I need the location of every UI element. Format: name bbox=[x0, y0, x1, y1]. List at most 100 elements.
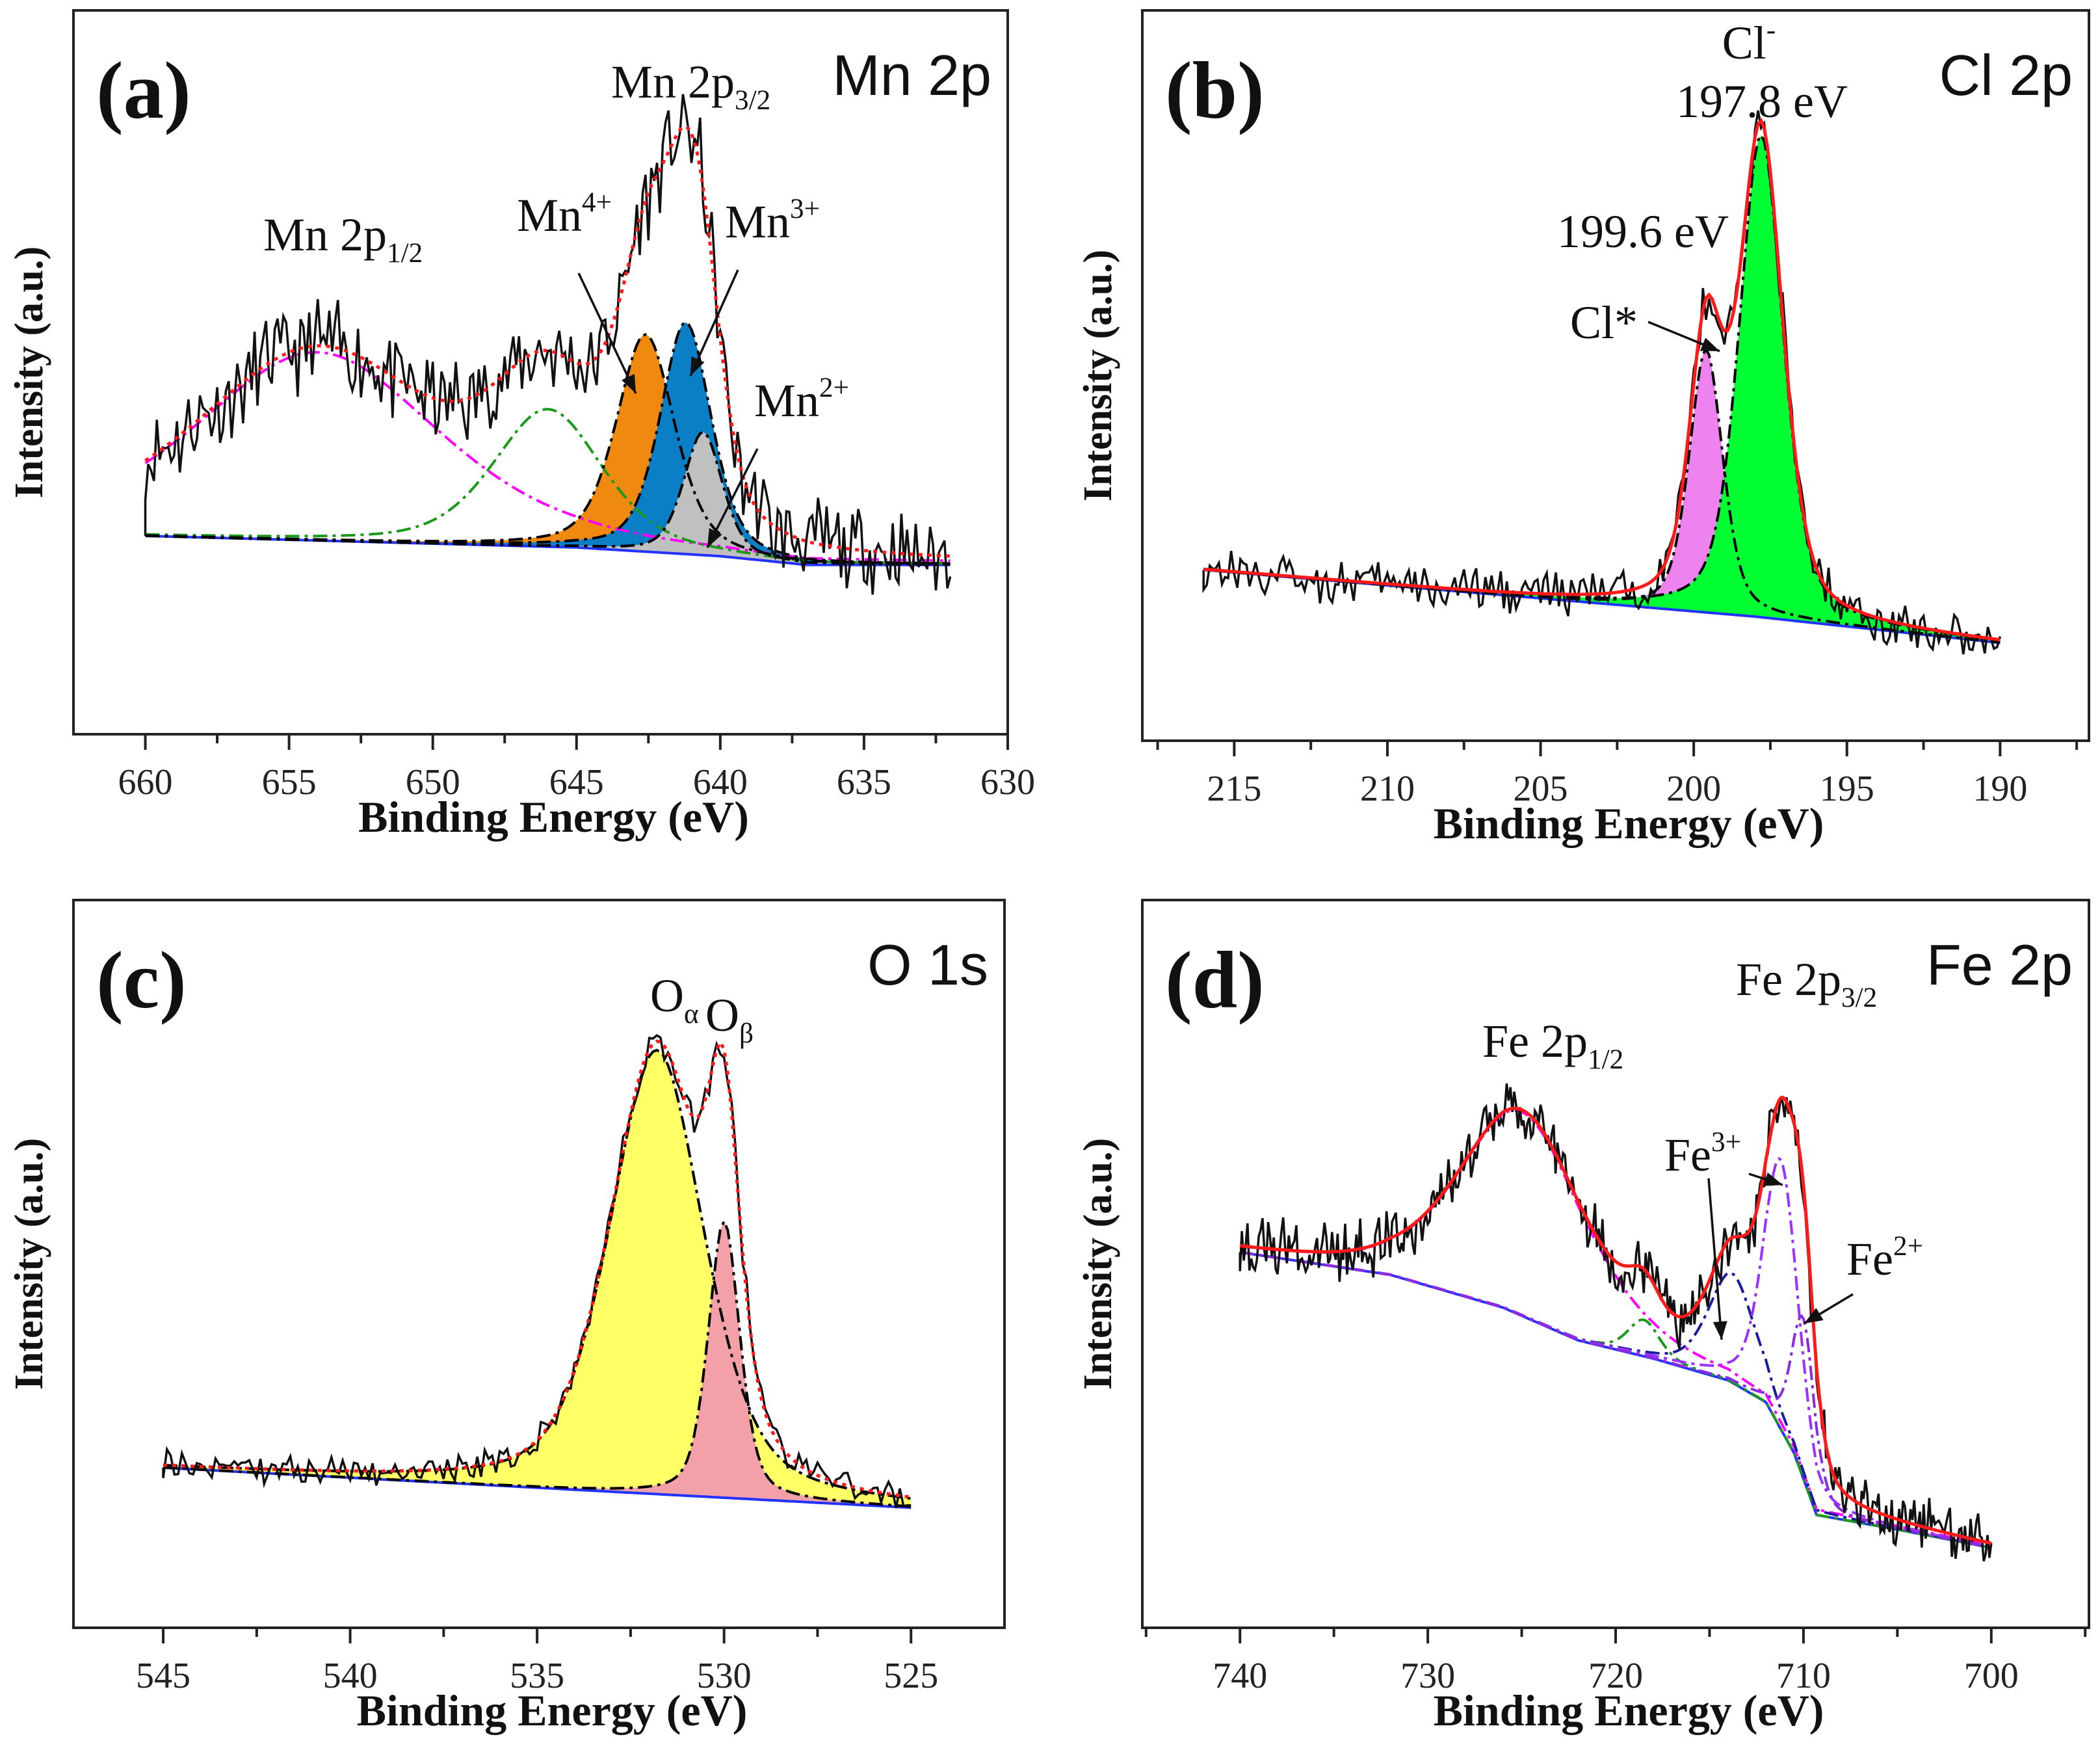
panel-title: Mn 2p bbox=[832, 43, 991, 107]
arrowhead-icon bbox=[1713, 1321, 1727, 1340]
annotation-subscript: 1/2 bbox=[387, 238, 423, 269]
y-axis-label: Intensity (a.u.) bbox=[7, 1138, 51, 1390]
panel-c: 545 540 535 530 525 Binding Energy (eV) Intens… bbox=[7, 899, 1006, 1735]
annotation-superscript: 3+ bbox=[790, 194, 820, 224]
peak-annotation: Fe2+ bbox=[1846, 1231, 1923, 1285]
panel-label: (d) bbox=[1165, 936, 1265, 1026]
annotation-superscript: 4+ bbox=[582, 187, 612, 218]
panel-label: (b) bbox=[1165, 46, 1265, 136]
x-tick-label: 640 bbox=[693, 762, 748, 803]
y-axis-label: Intensity (a.u.) bbox=[1076, 1138, 1120, 1390]
peak-annotation: Mn 2p1/2 bbox=[263, 209, 423, 269]
annotation-text: Fe 2p bbox=[1482, 1015, 1588, 1067]
annotation-arrow-line bbox=[577, 272, 637, 394]
x-tick-label: 730 bbox=[1400, 1656, 1455, 1696]
raw-spectrum bbox=[1202, 110, 2002, 655]
fit-envelope bbox=[1203, 118, 2001, 642]
panel-label: (c) bbox=[96, 936, 187, 1026]
annotation-subscript: 3/2 bbox=[1841, 983, 1877, 1013]
annotation-text: Mn 2p bbox=[263, 209, 387, 261]
x-axis-label: Binding Energy (eV) bbox=[358, 792, 749, 842]
annotation-subscript: α bbox=[684, 999, 699, 1029]
panel-title: Cl 2p bbox=[1939, 43, 2073, 107]
y-axis-label: Intensity (a.u.) bbox=[1076, 250, 1120, 502]
peak-component-Fe2- bbox=[1239, 1251, 1992, 1549]
peak-fill-Cl- bbox=[1203, 135, 2001, 643]
peak-annotation: Cl- bbox=[1722, 15, 1776, 69]
peak-component-Fe3- bbox=[1239, 1156, 1992, 1548]
x-tick-label: 630 bbox=[980, 762, 1035, 803]
raw-spectrum bbox=[162, 1033, 912, 1509]
x-tick-label: 525 bbox=[884, 1656, 938, 1696]
peak-component-O- bbox=[163, 1217, 912, 1508]
x-axis-label: Binding Energy (eV) bbox=[357, 1686, 748, 1735]
plot-frame bbox=[72, 9, 1009, 736]
peak-component-Fe-2p1-2 bbox=[1239, 1109, 1992, 1547]
annotation-subscript: 1/2 bbox=[1588, 1044, 1623, 1075]
peak-component-satellite bbox=[145, 408, 951, 565]
annotation-text: Fe bbox=[1664, 1129, 1711, 1181]
peak-annotation: Mn 2p3/2 bbox=[611, 56, 770, 116]
annotation-text: Mn bbox=[754, 375, 819, 427]
panel-a: 660 655 650 645 640 635 630 Binding Energy (eV)… bbox=[7, 9, 1035, 842]
x-tick-label: 190 bbox=[1973, 769, 2027, 809]
peak-annotation: Cl* bbox=[1570, 297, 1638, 349]
x-tick-label: 200 bbox=[1666, 769, 1721, 809]
plot-frame bbox=[72, 899, 1006, 1629]
peak-component-O- bbox=[163, 1048, 912, 1500]
x-axis-label: Binding Energy (eV) bbox=[1434, 1686, 1824, 1735]
x-tick-label: 205 bbox=[1514, 769, 1568, 809]
annotation-text: Fe bbox=[1846, 1233, 1893, 1285]
annotation-subscript: 3/2 bbox=[735, 85, 770, 116]
peak-component-Mn2- bbox=[145, 431, 951, 566]
peak-annotation: 199.6 eV bbox=[1557, 206, 1729, 258]
peak-annotation: Oβ bbox=[705, 989, 754, 1049]
y-axis-label: Intensity (a.u.) bbox=[7, 246, 51, 499]
annotation-text: Mn bbox=[517, 189, 582, 241]
annotation-arrow-line bbox=[1707, 1178, 1723, 1340]
annotation-text: O bbox=[705, 989, 739, 1041]
panel-label: (a) bbox=[96, 46, 191, 136]
peak-annotation: Fe 2p3/2 bbox=[1736, 953, 1877, 1013]
annotation-text: O bbox=[650, 970, 684, 1022]
annotation-text: 199.6 eV bbox=[1557, 206, 1729, 258]
x-tick-label: 655 bbox=[262, 762, 317, 803]
annotation-text: 197.8 eV bbox=[1676, 75, 1848, 127]
x-tick-label: 635 bbox=[837, 762, 891, 803]
arrowhead-icon bbox=[707, 528, 722, 548]
annotation-superscript: 2+ bbox=[819, 373, 849, 403]
x-tick-label: 210 bbox=[1360, 769, 1415, 809]
background-line bbox=[1239, 1251, 1992, 1549]
x-tick-label: 540 bbox=[323, 1656, 378, 1696]
arrowhead-icon bbox=[622, 373, 636, 393]
annotation-superscript: - bbox=[1766, 15, 1776, 46]
raw-spectrum bbox=[1239, 1083, 1993, 1562]
annotation-subscript: β bbox=[739, 1018, 754, 1049]
annotation-superscript: 3+ bbox=[1711, 1127, 1741, 1158]
x-tick-label: 660 bbox=[118, 762, 173, 803]
x-tick-label: 740 bbox=[1213, 1656, 1267, 1696]
fit-envelope bbox=[163, 1039, 912, 1499]
peak-fill-Mn3- bbox=[145, 322, 951, 565]
fit-envelope bbox=[1239, 1095, 1992, 1545]
panel-d: 740 730 720 710 700 Binding Energy (eV) Intens… bbox=[1076, 899, 2090, 1735]
peak-annotation: Mn4+ bbox=[517, 187, 612, 241]
annotation-text: Fe 2p bbox=[1736, 953, 1841, 1005]
x-tick-label: 195 bbox=[1820, 769, 1874, 809]
panel-b: 215 210 205 200 195 190 Binding Energy (eV) Int… bbox=[1076, 9, 2090, 848]
plot-frame bbox=[1141, 9, 2090, 742]
panel-title: O 1s bbox=[867, 933, 988, 997]
x-tick-label: 720 bbox=[1588, 1656, 1643, 1696]
peak-annotation: Oα bbox=[650, 970, 699, 1029]
peak-annotation: Mn2+ bbox=[754, 373, 849, 427]
annotation-text: Cl bbox=[1722, 17, 1766, 69]
annotation-text: Cl* bbox=[1570, 297, 1638, 349]
x-tick-label: 710 bbox=[1776, 1656, 1831, 1696]
arrowhead-icon bbox=[1700, 338, 1720, 351]
arrowhead-icon bbox=[1763, 1172, 1783, 1186]
peak-annotation: Fe 2p1/2 bbox=[1482, 1015, 1623, 1075]
peak-annotation: 197.8 eV bbox=[1676, 75, 1848, 127]
peak-fill-O- bbox=[163, 1221, 912, 1508]
peak-fill-O- bbox=[163, 1050, 912, 1508]
